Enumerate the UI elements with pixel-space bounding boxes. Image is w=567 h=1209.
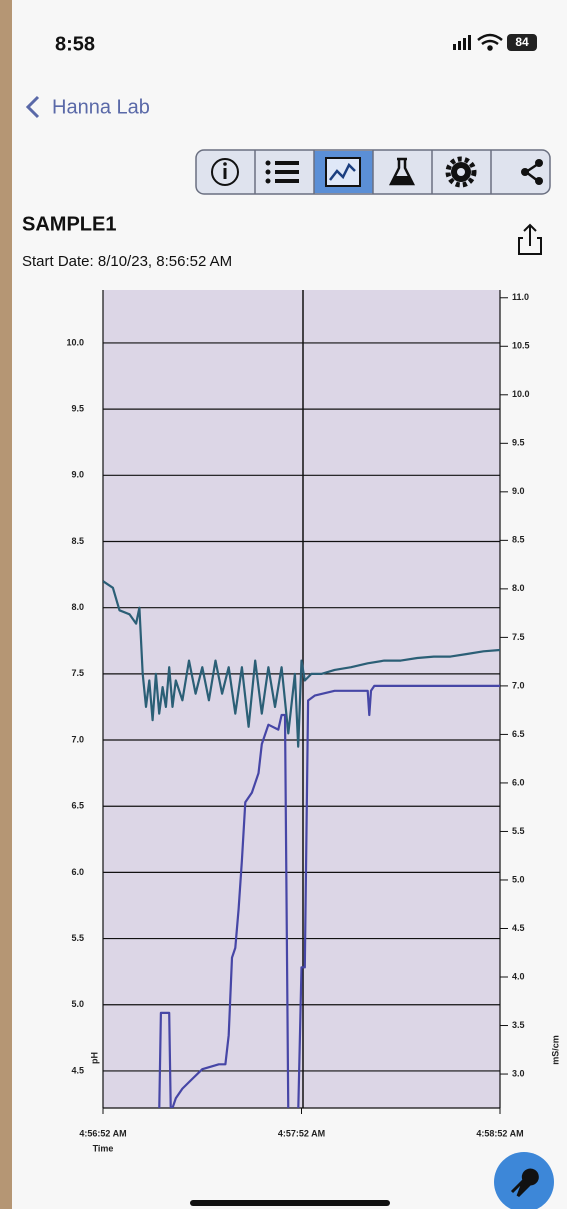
- chart: 4.5 5.0 5.5 6.0 6.5 7.0 7.5 8.0 8.5 9.0 9.5 10.0 3.0…: [66, 290, 560, 1153]
- graph-button[interactable]: [325, 157, 361, 187]
- y-tick-label: 6.5: [71, 801, 84, 811]
- y2-tick-label: 9.5: [512, 438, 525, 448]
- y-axis-label: pH: [89, 1052, 99, 1064]
- battery-level: 84: [515, 35, 529, 49]
- back-button[interactable]: Hanna Lab: [52, 96, 150, 118]
- info-button[interactable]: [211, 158, 239, 186]
- y2-tick-label: 10.5: [512, 341, 530, 351]
- back-arrow[interactable]: [25, 95, 40, 119]
- lab-button[interactable]: [388, 157, 416, 186]
- toolbar: [195, 149, 551, 195]
- y2-axis-label: mS/cm: [550, 1035, 560, 1065]
- list-button[interactable]: [265, 160, 300, 184]
- y-tick-label: 8.0: [71, 602, 84, 612]
- battery: [507, 34, 537, 51]
- y2-tick-label: 10.0: [512, 389, 530, 399]
- wrench-icon: [510, 1168, 539, 1198]
- y2-tick-label: 5.0: [512, 874, 525, 884]
- y-tick-label: 5.0: [71, 999, 84, 1009]
- x-axis-label: Time: [93, 1143, 114, 1153]
- data-line: [158, 684, 500, 1108]
- y2-tick-label: 6.0: [512, 777, 525, 787]
- home-indicator: [190, 1200, 390, 1206]
- y2-tick-label: 9.0: [512, 486, 525, 496]
- edge: [0, 0, 12, 1209]
- y2-tick-label: 4.5: [512, 923, 525, 933]
- y-tick-label: 10.0: [66, 337, 84, 347]
- share-button[interactable]: [521, 159, 543, 185]
- y2-tick-label: 7.0: [512, 680, 525, 690]
- data-line: [103, 580, 500, 748]
- y-tick-label: 5.5: [71, 933, 84, 943]
- y-tick-label: 6.0: [71, 867, 84, 877]
- y2-tick-label: 8.5: [512, 535, 525, 545]
- y-tick-label: 8.5: [71, 536, 84, 546]
- y2-tick-label: 3.5: [512, 1020, 525, 1030]
- settings-button[interactable]: [445, 156, 477, 188]
- y2-tick-label: 5.5: [512, 826, 525, 836]
- y2-tick-label: 6.5: [512, 729, 525, 739]
- x-tick-label: 4:58:52 AM: [476, 1128, 523, 1138]
- wifi-icon: [477, 33, 503, 51]
- x-tick-label: 4:57:52 AM: [278, 1128, 325, 1138]
- y-tick-label: 7.5: [71, 668, 84, 678]
- y-tick-label: 4.5: [71, 1065, 84, 1075]
- status-time: 8:58: [55, 33, 95, 55]
- y-tick-label: 9.5: [71, 404, 84, 414]
- signal-icon: [453, 35, 471, 50]
- y2-tick-label: 4.0: [512, 971, 525, 981]
- x-tick-label: 4:56:52 AM: [79, 1128, 126, 1138]
- y2-tick-label: 11.0: [512, 292, 529, 302]
- y2-tick-label: 7.5: [512, 632, 525, 642]
- y-tick-label: 9.0: [71, 470, 84, 480]
- plot-lines: [103, 580, 500, 1108]
- y2-tick-label: 3.0: [512, 1068, 525, 1078]
- y-tick-label: 7.0: [71, 734, 84, 744]
- sample-title: SAMPLE1: [22, 213, 116, 235]
- y2-tick-label: 8.0: [512, 583, 525, 593]
- start-date: Start Date: 8/10/23, 8:56:52 AM: [22, 253, 232, 270]
- export-button[interactable]: [518, 223, 542, 255]
